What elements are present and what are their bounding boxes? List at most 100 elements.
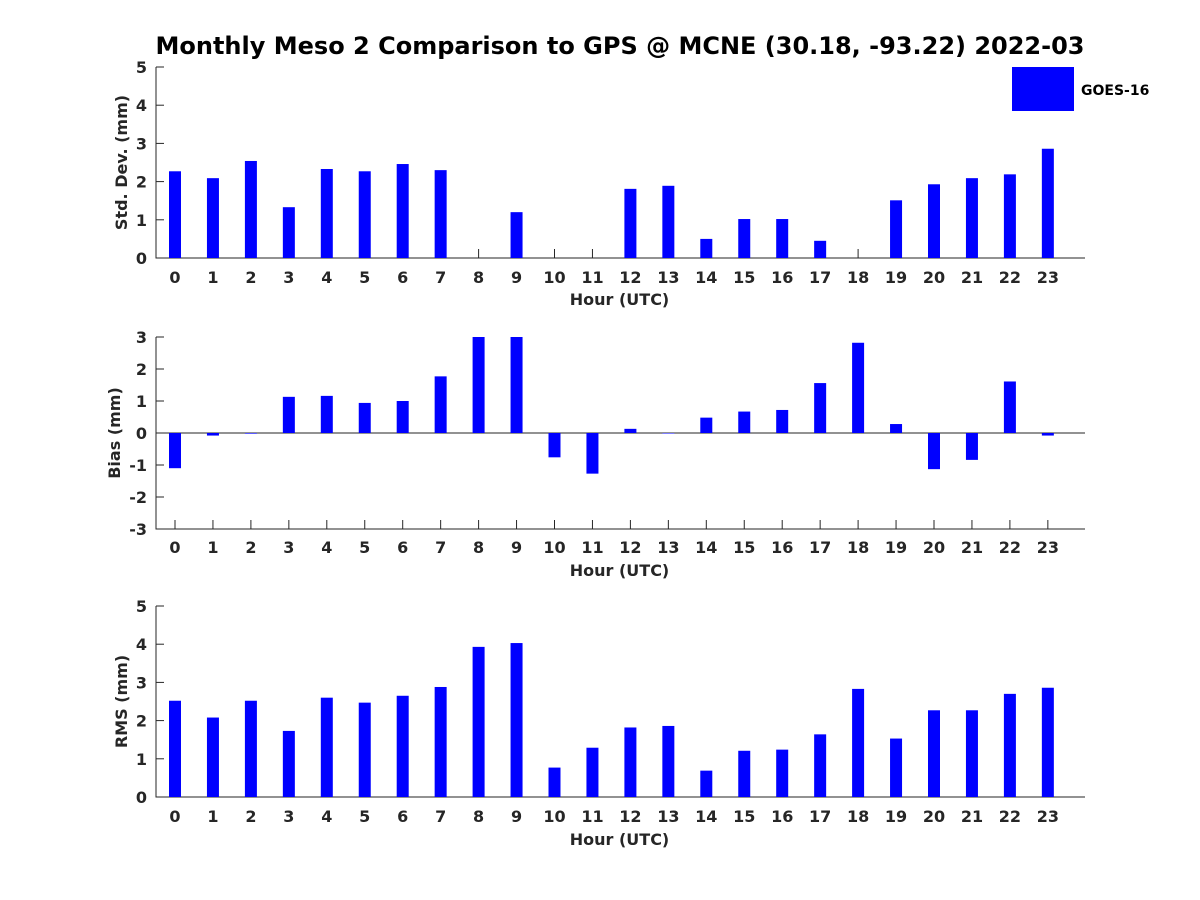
bar-hour-2 (244, 433, 257, 434)
x-tick-label: 21 (961, 538, 983, 557)
x-tick-label: 18 (847, 268, 869, 287)
x-tick-label: 5 (359, 538, 370, 557)
bar-hour-17 (814, 734, 827, 797)
bar-hour-7 (434, 170, 447, 258)
bar-hour-20 (928, 184, 940, 258)
y-tick-label: -1 (129, 456, 147, 475)
x-axis-label: Hour (UTC) (570, 561, 670, 580)
y-tick-label: 3 (136, 328, 147, 347)
bar-hour-3 (282, 396, 295, 433)
bar-hour-7 (434, 686, 447, 797)
bar-hour-4 (320, 395, 333, 433)
x-tick-label: 22 (999, 538, 1021, 557)
y-axis-label: Bias (mm) (105, 387, 124, 479)
bar-hour-5 (358, 702, 371, 797)
bar-hour-0 (169, 433, 181, 469)
x-tick-label: 8 (473, 807, 484, 826)
bar-hour-22 (1003, 693, 1016, 797)
x-tick-label: 15 (733, 268, 755, 287)
x-tick-label: 7 (435, 268, 446, 287)
x-tick-label: 8 (473, 538, 484, 557)
x-tick-label: 9 (511, 538, 522, 557)
x-tick-label: 18 (847, 538, 869, 557)
x-tick-label: 20 (923, 807, 945, 826)
x-tick-label: 7 (435, 538, 446, 557)
bar-hour-21 (965, 178, 978, 258)
bar-hour-13 (662, 725, 675, 797)
axis-lines (155, 606, 1085, 798)
x-tick-label: 7 (435, 807, 446, 826)
x-tick-label: 1 (207, 807, 218, 826)
x-tick-label: 6 (397, 538, 408, 557)
x-tick-label: 11 (581, 268, 603, 287)
bar-hour-5 (358, 171, 371, 258)
x-tick-label: 19 (885, 268, 907, 287)
bar-hour-21 (965, 433, 978, 460)
bar-hour-18 (852, 342, 865, 433)
x-tick-label: 0 (169, 807, 180, 826)
y-tick-label: 2 (136, 173, 147, 192)
x-axis-label: Hour (UTC) (570, 830, 670, 849)
bar-hour-8 (472, 337, 485, 433)
bar-hour-6 (396, 164, 409, 258)
bar-hour-23 (1041, 148, 1054, 258)
legend: GOES-16 (1012, 67, 1149, 111)
bar-hour-8 (472, 646, 485, 797)
x-tick-label: 9 (511, 268, 522, 287)
bar-hour-23 (1041, 433, 1054, 436)
bar-hour-3 (282, 730, 295, 797)
bar-hour-16 (776, 219, 789, 258)
x-tick-label: 22 (999, 807, 1021, 826)
y-tick-label: 3 (136, 134, 147, 153)
x-tick-label: 2 (245, 807, 256, 826)
bar-hour-15 (738, 750, 751, 797)
bar-hour-5 (358, 402, 371, 433)
x-tick-label: 6 (397, 807, 408, 826)
bar-hour-9 (510, 643, 523, 797)
chart-title: Monthly Meso 2 Comparison to GPS @ MCNE … (156, 32, 1085, 60)
y-tick-label: -2 (129, 488, 147, 507)
x-tick-label: 11 (581, 538, 603, 557)
bar-hour-1 (206, 717, 219, 797)
legend-swatch (1012, 67, 1074, 111)
x-tick-label: 21 (961, 268, 983, 287)
x-tick-label: 12 (619, 807, 641, 826)
x-tick-label: 17 (809, 807, 831, 826)
x-tick-label: 5 (359, 268, 370, 287)
x-tick-label: 3 (283, 807, 294, 826)
bar-hour-23 (1041, 687, 1054, 797)
bar-hour-20 (928, 433, 940, 470)
x-tick-label: 12 (619, 538, 641, 557)
x-tick-label: 13 (657, 538, 679, 557)
y-tick-label: 0 (136, 424, 147, 443)
x-tick-label: 10 (543, 807, 565, 826)
y-tick-label: 1 (136, 211, 147, 230)
x-tick-label: 10 (543, 268, 565, 287)
x-tick-label: 10 (543, 538, 565, 557)
bar-hour-6 (396, 401, 409, 433)
x-tick-label: 23 (1037, 807, 1059, 826)
y-tick-label: 5 (136, 597, 147, 616)
bar-hour-15 (738, 219, 751, 258)
bar-hour-14 (700, 770, 713, 797)
x-tick-label: 4 (321, 807, 332, 826)
x-tick-label: 22 (999, 268, 1021, 287)
y-tick-label: 0 (136, 249, 147, 268)
bar-hour-20 (928, 710, 940, 797)
y-tick-label: 4 (136, 96, 147, 115)
y-tick-label: 5 (136, 58, 147, 77)
bar-hour-1 (206, 178, 219, 258)
bar-hour-9 (510, 212, 523, 258)
x-tick-label: 16 (771, 268, 793, 287)
x-tick-label: 6 (397, 268, 408, 287)
x-tick-label: 0 (169, 268, 180, 287)
x-axis-label: Hour (UTC) (570, 290, 670, 309)
bar-hour-18 (852, 688, 865, 797)
bar-hour-10 (548, 767, 561, 797)
bar-hour-12 (624, 727, 637, 797)
bar-hour-10 (548, 433, 561, 458)
axis-lines (155, 67, 1085, 259)
